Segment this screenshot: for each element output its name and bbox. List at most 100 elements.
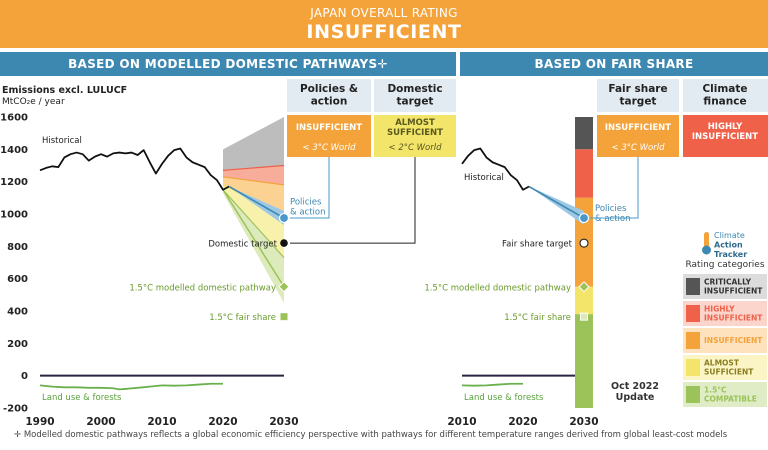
legend-swatch xyxy=(686,278,700,295)
column-rating-fairshare: INSUFFICIENT xyxy=(605,123,671,133)
y-tick-label: 1000 xyxy=(0,210,28,221)
column-rating-finance: INSUFFICIENT xyxy=(692,132,758,142)
band-critically xyxy=(223,117,284,171)
column-rating-finance: HIGHLY xyxy=(708,122,743,132)
banner-title: JAPAN OVERALL RATING xyxy=(310,6,458,20)
policies-projection-fair-range xyxy=(529,186,584,226)
rating-banner: JAPAN OVERALL RATING INSUFFICIENT xyxy=(0,0,768,48)
column-rating-box-policies xyxy=(287,115,371,157)
legend-label: INSUFFICIENT xyxy=(704,314,763,323)
fair-share-15-label: 1.5°C fair share xyxy=(209,313,276,323)
fair-share-bar-critically xyxy=(575,117,593,150)
legend-label: COMPATIBLE xyxy=(704,395,757,404)
legend-label: SUFFICIENT xyxy=(704,368,754,377)
y-tick-label: -200 xyxy=(3,404,28,415)
column-connector-fairshare xyxy=(590,157,639,219)
x-tick-label-fair: 2020 xyxy=(508,416,537,428)
fair-share-bar-compatible xyxy=(575,314,593,408)
x-tick-label: 2010 xyxy=(147,416,176,428)
legend-label: INSUFFICIENT xyxy=(704,336,763,345)
fair-share-15-marker-fair xyxy=(580,312,588,321)
policies-projection-fair-marker xyxy=(578,212,590,224)
band-almost xyxy=(223,184,284,258)
pathway-15-line xyxy=(222,189,285,288)
legend-title: Rating categories xyxy=(685,260,764,270)
update-note: Oct 2022 xyxy=(611,381,659,392)
column-connector-policies xyxy=(290,157,330,219)
section-fair-share: BASED ON FAIR SHARE xyxy=(460,52,768,76)
y-tick-label: 200 xyxy=(7,339,28,350)
legend-swatch xyxy=(686,359,700,376)
domestic-target-label: Domestic target xyxy=(208,240,277,250)
pathway-15-label: 1.5°C modelled domestic pathway xyxy=(129,283,276,293)
cat-logo-bulb-icon xyxy=(702,245,711,255)
legend-label: CRITICALLY xyxy=(704,278,752,287)
column-warming-policies: < 3°C World xyxy=(303,143,357,153)
policies-projection-marker xyxy=(278,212,290,224)
x-tick-label: 2000 xyxy=(86,416,115,428)
x-tick-label-fair: 2030 xyxy=(569,416,598,428)
y-tick-label: 800 xyxy=(7,242,28,253)
column-rating-domestic: SUFFICIENT xyxy=(387,128,443,138)
y-tick-label: 1600 xyxy=(0,113,28,124)
band-highly xyxy=(223,165,284,185)
legend-label: 1.5°C xyxy=(704,386,727,395)
historical-line xyxy=(39,147,230,191)
fair-share-bar-highly xyxy=(575,149,593,198)
policies-projection-range xyxy=(229,186,284,226)
historical-label-fair: Historical xyxy=(464,173,504,183)
policies-label-fair: Policies xyxy=(595,204,627,214)
x-tick-label: 2030 xyxy=(269,416,298,428)
legend-label: INSUFFICIENT xyxy=(704,287,763,296)
cat-logo-text: Tracker xyxy=(714,250,747,259)
band-edge-compatible xyxy=(222,189,285,259)
column-warming-domestic: < 2°C World xyxy=(389,143,443,153)
legend-swatch xyxy=(686,305,700,322)
y-tick-label: 1200 xyxy=(0,177,28,188)
legend-label: HIGHLY xyxy=(704,305,735,314)
pathway-15-label-fair: 1.5°C modelled domestic pathway xyxy=(424,283,571,293)
column-connector-domestic xyxy=(290,157,416,244)
chart-title: Emissions excl. LULUCF xyxy=(2,85,127,96)
lulucf-label-fair: Land use & forests xyxy=(464,393,544,403)
y-tick-label: 1400 xyxy=(0,145,28,156)
column-header-domestic xyxy=(374,79,456,112)
column-rating-policies: INSUFFICIENT xyxy=(296,123,362,133)
column-warming-fairshare: < 3°C World xyxy=(612,143,666,153)
band-compatible xyxy=(223,189,284,303)
legend-label: ALMOST xyxy=(704,359,740,368)
column-title-fairshare: target xyxy=(620,96,657,108)
band-edge-insufficient xyxy=(222,176,285,186)
band-edge-highly xyxy=(222,164,285,171)
fair-share-bar-almost xyxy=(575,286,593,315)
fair-share-target-label: Fair share target xyxy=(502,240,573,250)
lulucf-line xyxy=(39,382,223,391)
fair-share-15-marker xyxy=(280,313,288,321)
y-tick-label: 400 xyxy=(7,307,28,318)
historical-line-fair xyxy=(461,147,530,191)
x-tick-label-fair: 2010 xyxy=(447,416,476,428)
column-header-finance xyxy=(683,79,768,112)
fair-share-15-label-fair: 1.5°C fair share xyxy=(504,313,571,323)
section-modelled-pathways: BASED ON MODELLED DOMESTIC PATHWAYS✛ xyxy=(0,52,456,76)
column-title-domestic: Domestic xyxy=(387,83,442,95)
footnote: ✛ Modelled domestic pathways reflects a … xyxy=(14,430,728,440)
policies-label: & action xyxy=(290,207,326,217)
legend-swatch xyxy=(686,386,700,403)
policies-label-fair: & action xyxy=(595,214,631,224)
domestic-target-marker xyxy=(280,239,288,247)
policies-projection-fair-line xyxy=(528,185,585,219)
historical-label: Historical xyxy=(42,136,82,146)
column-rating-box-fairshare xyxy=(597,115,679,157)
column-title-fairshare: Fair share xyxy=(608,83,667,95)
column-title-policies: action xyxy=(311,96,348,108)
column-rating-domestic: ALMOST xyxy=(395,118,435,128)
column-title-policies: Policies & xyxy=(300,83,358,95)
fair-share-target-marker xyxy=(579,238,589,248)
y-tick-label: 600 xyxy=(7,274,28,285)
x-tick-label: 1990 xyxy=(25,416,54,428)
overall-rating: INSUFFICIENT xyxy=(306,21,462,43)
x-tick-label: 2020 xyxy=(208,416,237,428)
column-header-policies xyxy=(287,79,371,112)
